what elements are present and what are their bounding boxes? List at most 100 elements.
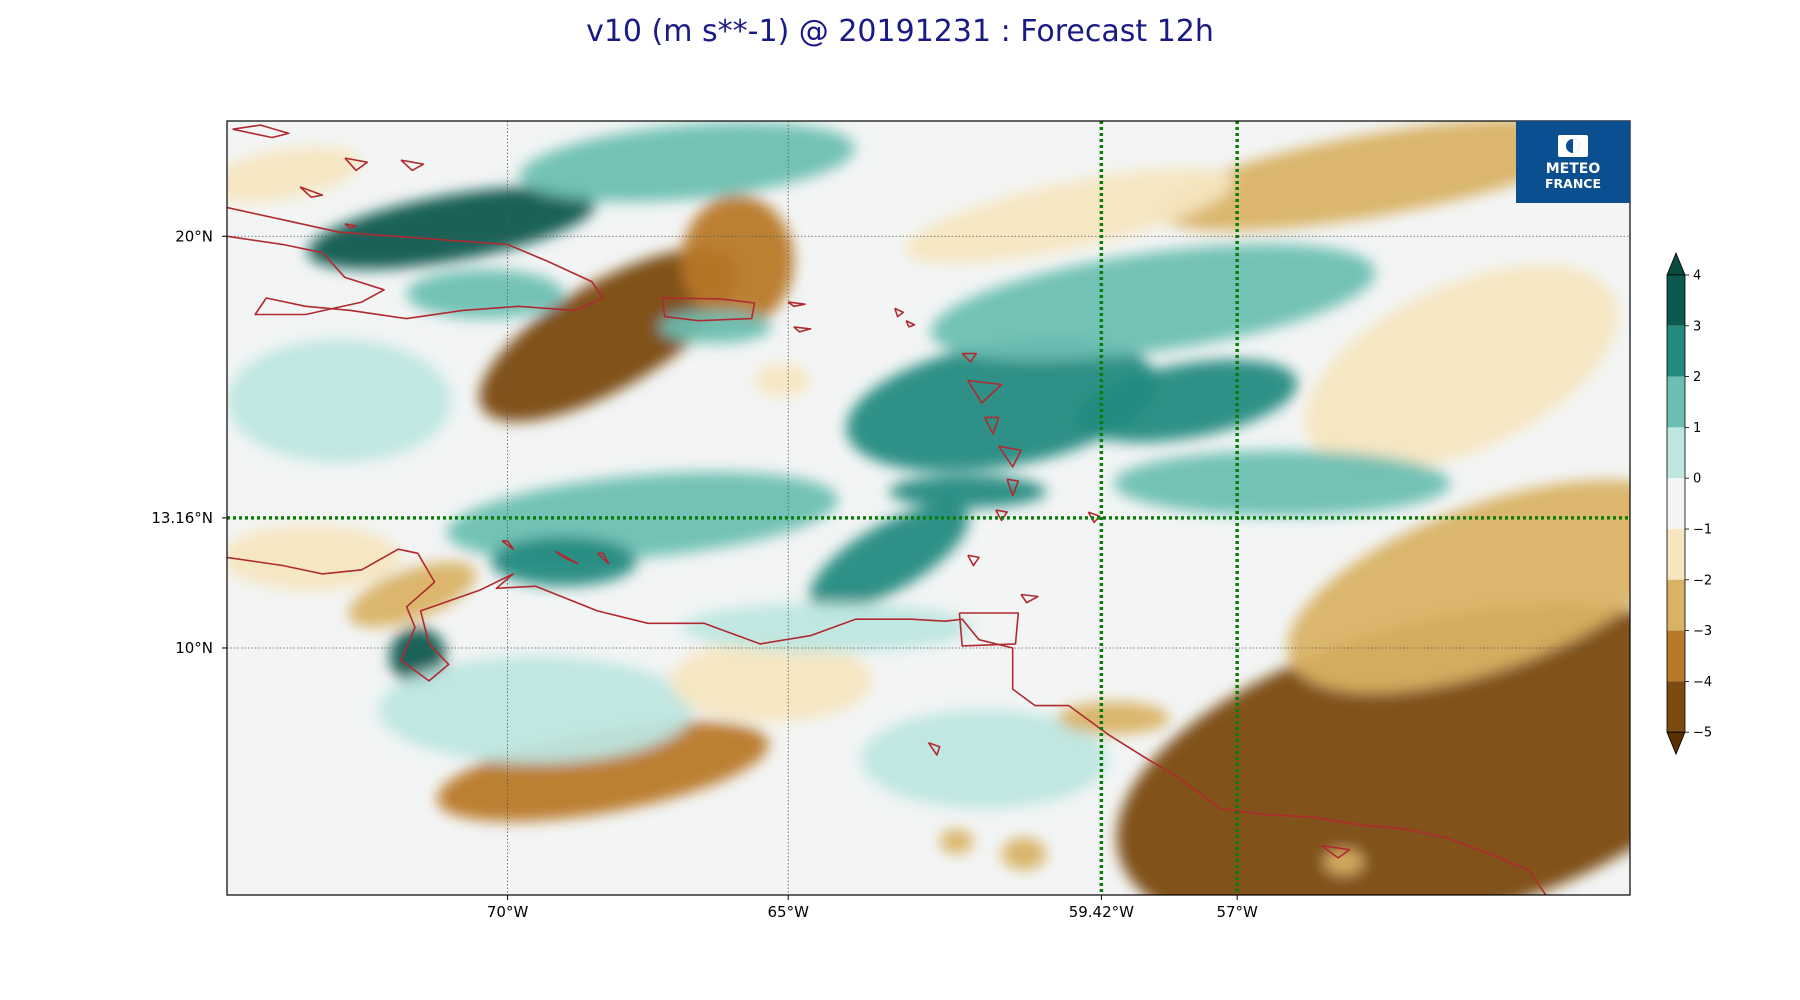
colorbar-label: 0	[1693, 472, 1701, 487]
coastline	[1320, 844, 1351, 859]
field-blob	[1075, 359, 1298, 443]
colorbar-label: −3	[1693, 624, 1712, 639]
colorbar-extend-top	[1666, 251, 1686, 276]
colorbar-segment	[1667, 579, 1685, 631]
coastline	[501, 540, 514, 550]
coastline	[227, 206, 604, 320]
field-blob	[227, 524, 401, 591]
colorbar-segment	[1667, 325, 1685, 377]
x-tick-label: 57°W	[1216, 903, 1258, 921]
coastline	[661, 297, 756, 322]
meteo-france-logo: METEO FRANCE	[1516, 121, 1630, 203]
field-blob	[1156, 121, 1599, 231]
colorbar-segment	[1667, 275, 1685, 326]
coastline	[967, 554, 980, 567]
field-blob	[1287, 479, 1630, 693]
x-tick-label: 65°W	[767, 903, 809, 921]
field-blob	[681, 602, 974, 653]
coastline	[299, 186, 324, 198]
coastline	[227, 548, 1547, 895]
colorbar-extend-bottom	[1666, 731, 1686, 756]
colorbar-frame	[1666, 274, 1686, 733]
field-blob	[378, 656, 693, 764]
field-blob	[227, 339, 452, 463]
field-blob	[437, 721, 769, 822]
logo-line2: FRANCE	[1545, 176, 1601, 191]
field-blob	[939, 829, 974, 854]
wind-field-layer	[227, 121, 1630, 895]
colorbar-segment	[1667, 681, 1685, 733]
map-title: v10 (m s**-1) @ 20191231 : Forecast 12h	[586, 14, 1214, 49]
field-blob	[479, 248, 738, 422]
graticule	[227, 121, 1630, 895]
y-tick-label: 10°N	[175, 639, 213, 657]
colorbar-segment	[1667, 427, 1685, 479]
field-blob	[307, 186, 596, 270]
coastline	[1020, 593, 1039, 604]
colorbar-segment	[1667, 478, 1685, 529]
axis-ticks: 70°W 65°W 59.42°W 57°W 20°N 13.16°N 10°N	[151, 227, 1258, 921]
field-blob	[754, 363, 811, 397]
field-blob	[1116, 605, 1630, 895]
field-blob	[846, 338, 1157, 472]
field-blob	[681, 195, 794, 327]
colorbar-label: −2	[1693, 573, 1712, 588]
field-blob	[406, 269, 564, 319]
field-blob	[861, 709, 1109, 809]
colorbar-label: −4	[1693, 675, 1712, 690]
y-tick-label: 20°N	[175, 227, 213, 245]
coastline	[983, 416, 1000, 435]
colorbar-label: 3	[1693, 319, 1701, 334]
coastline	[967, 379, 1003, 404]
field-blob	[490, 536, 637, 587]
y-tick-label: 13.16°N	[151, 509, 213, 527]
plot-area	[226, 120, 1631, 896]
coastline	[961, 352, 977, 363]
coastline	[995, 509, 1008, 522]
field-blob	[670, 639, 873, 723]
colorbar-label: −1	[1693, 523, 1712, 538]
meteo-france-emblem-icon	[1558, 135, 1588, 157]
coastline	[554, 550, 579, 565]
coastline	[958, 612, 1020, 647]
x-tick-label: 59.42°W	[1069, 903, 1134, 921]
colorbar: 4 3 2 1 0 −1 −2 −3 −4 −5	[1666, 251, 1712, 756]
field-blob	[519, 122, 855, 202]
colorbar-label: 2	[1693, 370, 1701, 385]
coastline	[232, 124, 290, 139]
coastlines	[227, 124, 1547, 895]
coastline	[596, 552, 610, 565]
coastline	[894, 307, 904, 318]
field-blob	[1113, 450, 1451, 517]
colorbar-label: 1	[1693, 421, 1701, 436]
field-blob	[1324, 849, 1364, 875]
coastline	[1006, 478, 1020, 497]
field-blob	[348, 561, 477, 628]
logo-line1: METEO	[1546, 161, 1601, 177]
plot-frame	[226, 120, 1631, 896]
colorbar-segment	[1667, 630, 1685, 682]
colorbar-label: 4	[1693, 269, 1701, 284]
colorbar-segment	[1667, 529, 1685, 580]
highlight-lines	[227, 121, 1630, 895]
coastline	[344, 157, 369, 172]
colorbar-segment	[1667, 376, 1685, 428]
field-blob	[903, 168, 1234, 264]
field-blob	[809, 504, 969, 611]
field-blob	[1001, 837, 1047, 871]
coastline	[400, 159, 425, 172]
coastline	[344, 223, 357, 229]
x-tick-label: 70°W	[487, 903, 529, 921]
coastline	[787, 301, 806, 308]
field-blob	[889, 475, 1047, 508]
coastline	[905, 319, 916, 328]
coastline	[793, 326, 812, 333]
coastline	[927, 741, 941, 756]
field-blob	[227, 146, 361, 203]
field-blob	[930, 244, 1376, 361]
field-blob	[1057, 701, 1170, 735]
field-blob	[1305, 264, 1619, 472]
coastline	[998, 445, 1022, 468]
colorbar-label: −5	[1693, 726, 1712, 741]
